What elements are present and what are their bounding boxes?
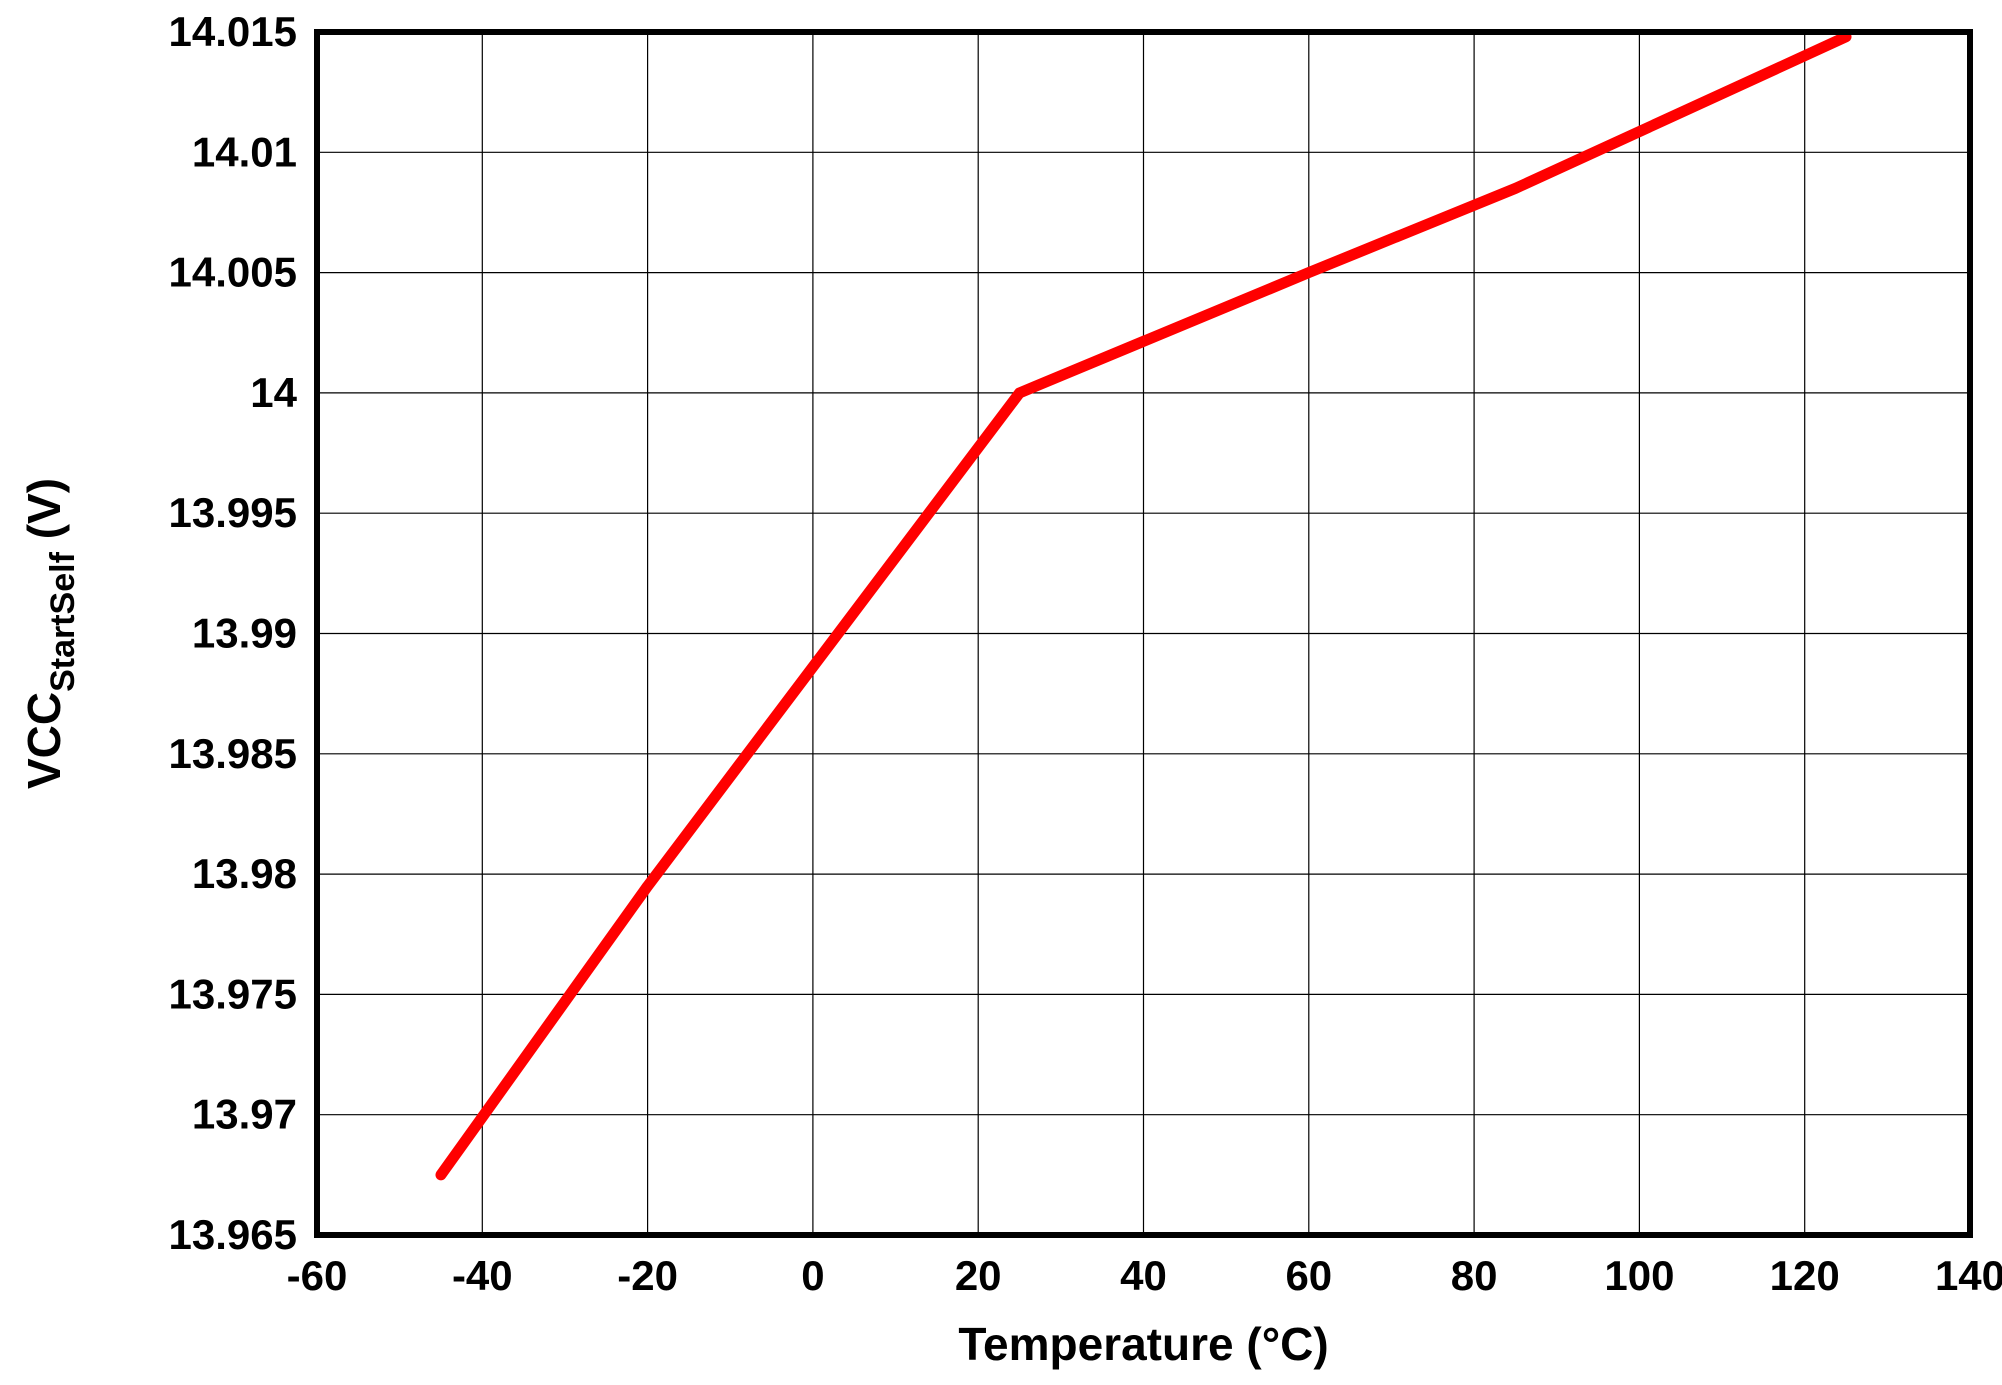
x-tick-label: -20 [617,1252,678,1299]
y-axis-label-main: VCC [18,692,70,789]
y-axis-label-sub: StartSelf [44,551,82,691]
x-axis-label: Temperature (°C) [958,1318,1328,1370]
y-tick-label: 14.005 [169,249,297,296]
x-tick-label: 120 [1770,1252,1840,1299]
y-tick-label: 14.01 [192,128,297,175]
y-tick-label: 13.985 [169,730,297,777]
y-tick-label: 14.015 [169,8,297,55]
y-tick-label: 13.98 [192,850,297,897]
y-tick-label: 13.965 [169,1211,297,1258]
x-tick-label: -60 [287,1252,348,1299]
chart-container: -60 -40 -20 0 20 40 60 80 100 120 140 13.965 13.97 13… [0,0,2002,1385]
x-tick-label: 20 [955,1252,1002,1299]
x-tick-label: 140 [1935,1252,2002,1299]
chart-background [0,0,2002,1385]
y-tick-label: 13.97 [192,1091,297,1138]
x-tick-label: 40 [1120,1252,1167,1299]
degree-symbol: ° [1262,1318,1280,1370]
chart-svg: -60 -40 -20 0 20 40 60 80 100 120 140 13.965 13.97 13… [0,0,2002,1385]
x-tick-label: -40 [452,1252,513,1299]
y-tick-label: 14 [250,369,297,416]
y-tick-label: 13.995 [169,489,297,536]
x-tick-label: 100 [1604,1252,1674,1299]
x-axis-label-suffix: C) [1280,1318,1329,1370]
x-tick-label: 80 [1451,1252,1498,1299]
y-axis-label-unit: (V) [18,478,70,552]
x-tick-label: 0 [801,1252,824,1299]
x-axis-label-prefix: Temperature ( [958,1318,1262,1370]
x-tick-label: 60 [1285,1252,1332,1299]
y-tick-label: 13.99 [192,610,297,657]
y-tick-label: 13.975 [169,970,297,1017]
